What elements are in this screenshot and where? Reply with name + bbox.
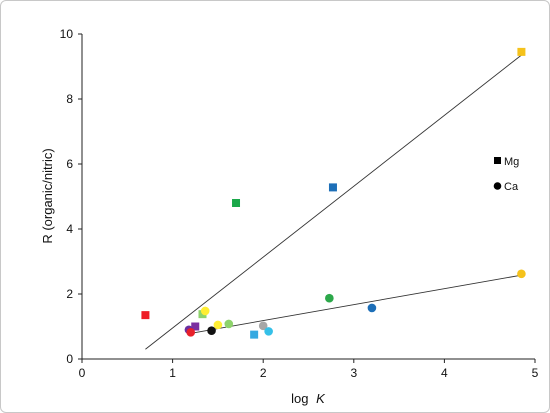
legend-label-mg: Mg — [504, 156, 519, 168]
data-point-square-mg — [141, 311, 150, 320]
data-points — [141, 47, 526, 339]
y-tick-label: 2 — [66, 287, 73, 301]
x-tick-label: 4 — [441, 366, 448, 380]
legend-square-marker — [494, 157, 501, 164]
x-axis-label-text: log — [291, 391, 308, 406]
data-point-square-mg — [328, 183, 337, 192]
data-point-circle-ca — [325, 293, 334, 303]
data-point-circle-ca — [224, 319, 234, 329]
data-point-square-mg — [250, 330, 259, 339]
y-tick-label: 8 — [66, 92, 73, 106]
data-point-circle-ca — [213, 320, 223, 330]
trendlines — [145, 54, 522, 350]
data-point-circle-ca — [186, 328, 196, 337]
y-tick-label: 6 — [66, 157, 73, 171]
x-axis-label: log K — [291, 391, 326, 406]
x-axis-label-italic: K — [316, 391, 326, 406]
y-tick-label: 4 — [66, 222, 73, 236]
data-point-circle-ca — [367, 303, 377, 313]
data-point-circle-ca — [264, 327, 273, 336]
data-point-square-mg — [232, 199, 241, 207]
x-tick-label: 1 — [169, 366, 176, 380]
data-point-circle-ca — [200, 306, 210, 316]
data-point-circle-ca — [258, 321, 268, 331]
legend-circle-marker — [493, 182, 502, 190]
trendline-ca — [188, 274, 522, 335]
y-tick-label: 10 — [60, 27, 74, 41]
x-tick-label: 0 — [79, 366, 86, 380]
x-tick-label: 3 — [350, 366, 357, 380]
axes: 0 1 2 3 4 5 0 2 4 6 8 10 — [60, 27, 539, 380]
trendline-mg — [145, 54, 522, 350]
data-point-circle-ca — [517, 269, 526, 279]
legend: Mg Ca — [493, 156, 519, 193]
y-axis-label: R (organic/nitric) — [40, 148, 55, 243]
data-point-square-mg — [191, 322, 200, 331]
data-point-square-mg — [517, 47, 526, 56]
data-point-circle-ca — [207, 326, 216, 336]
x-tick-label: 2 — [260, 366, 267, 380]
x-tick-label: 5 — [532, 366, 539, 380]
y-tick-label: 0 — [66, 352, 73, 366]
legend-label-ca: Ca — [504, 181, 519, 193]
